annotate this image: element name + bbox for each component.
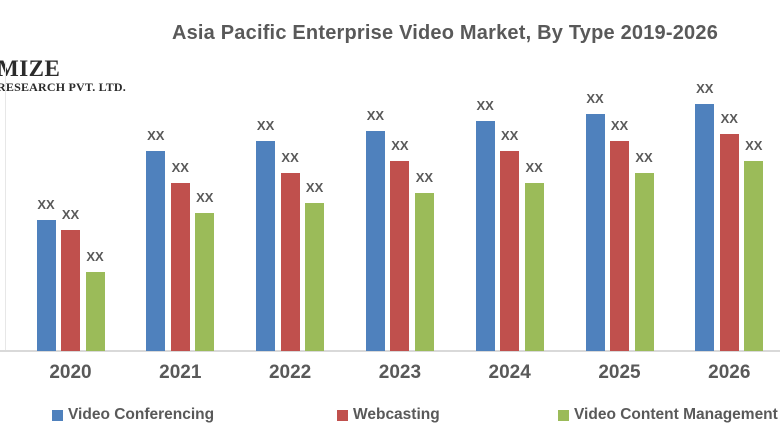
bar-2022-video-content-management xyxy=(305,203,325,351)
legend-item-webcasting: Webcasting xyxy=(337,406,440,424)
data-label: XX xyxy=(720,111,738,126)
data-label: XX xyxy=(147,128,165,143)
bar-2021-webcasting xyxy=(170,183,190,351)
x-axis-label-2020: 2020 xyxy=(49,362,92,383)
bar-2021-video-conferencing xyxy=(146,151,166,351)
bar-2021-video-content-management xyxy=(195,213,215,351)
data-label: XX xyxy=(86,249,104,264)
logo-text-secondary: RESEARCH PVT. LTD. xyxy=(0,80,126,94)
legend-swatch-icon xyxy=(558,409,569,421)
legend-swatch-icon xyxy=(52,409,63,421)
data-label: XX xyxy=(171,160,189,175)
data-label: XX xyxy=(745,138,763,153)
data-label: XX xyxy=(305,180,324,195)
data-label: XX xyxy=(696,81,714,96)
bar-2024-video-conferencing xyxy=(475,121,495,351)
y-axis-line xyxy=(5,62,6,352)
legend-item-video-conferencing: Video Conferencing xyxy=(52,406,214,424)
bar-2026-video-content-management xyxy=(744,161,764,351)
x-axis-label-2022: 2022 xyxy=(268,362,312,383)
data-label: XX xyxy=(635,150,653,165)
data-label: XX xyxy=(391,138,409,153)
legend-item-video-content-management: Video Content Management xyxy=(558,406,778,424)
bar-2020-video-content-management xyxy=(85,272,105,351)
bar-2025-video-content-management xyxy=(634,173,654,351)
data-label: XX xyxy=(37,197,55,212)
legend-label: Webcasting xyxy=(353,406,440,423)
bar-2024-video-content-management xyxy=(524,183,544,351)
x-axis-line xyxy=(0,350,780,352)
data-label: XX xyxy=(476,98,494,113)
bar-2023-video-conferencing xyxy=(365,131,385,351)
data-label: XX xyxy=(281,150,299,165)
data-label: XX xyxy=(610,118,629,133)
publisher-logo: MIZE RESEARCH PVT. LTD. xyxy=(0,56,126,94)
bar-2025-webcasting xyxy=(610,141,629,351)
data-label: XX xyxy=(415,170,434,185)
x-axis-label-2024: 2024 xyxy=(488,362,531,383)
bar-2020-webcasting xyxy=(61,230,80,351)
bar-2026-webcasting xyxy=(719,134,739,351)
bar-2024-webcasting xyxy=(500,151,520,351)
bar-2023-webcasting xyxy=(390,161,410,351)
legend-label: Video Conferencing xyxy=(68,406,215,423)
bar-2025-video-conferencing xyxy=(585,114,605,351)
data-label: XX xyxy=(256,118,275,133)
data-label: XX xyxy=(61,207,80,222)
legend-swatch-icon xyxy=(337,409,348,421)
data-label: XX xyxy=(501,128,519,143)
x-axis-label-2021: 2021 xyxy=(159,362,202,383)
legend-label: Video Content Management xyxy=(574,406,778,423)
chart-title: Asia Pacific Enterprise Video Market, By… xyxy=(171,22,719,44)
bar-2023-video-content-management xyxy=(414,193,434,351)
x-axis-label-2026: 2026 xyxy=(708,362,751,383)
x-axis-label-2025: 2025 xyxy=(598,362,641,383)
data-label: XX xyxy=(525,160,543,175)
bar-2022-webcasting xyxy=(280,173,300,351)
data-label: XX xyxy=(196,190,214,205)
bar-2020-video-conferencing xyxy=(36,220,56,351)
bar-2026-video-conferencing xyxy=(695,104,715,351)
legend: Video Conferencing Webcasting Video Conten… xyxy=(0,406,780,432)
data-label: XX xyxy=(366,108,385,123)
logo-text-primary: MIZE xyxy=(0,56,61,81)
data-label: XX xyxy=(586,91,604,106)
x-axis-label-2023: 2023 xyxy=(378,362,422,383)
bar-2022-video-conferencing xyxy=(256,141,276,351)
